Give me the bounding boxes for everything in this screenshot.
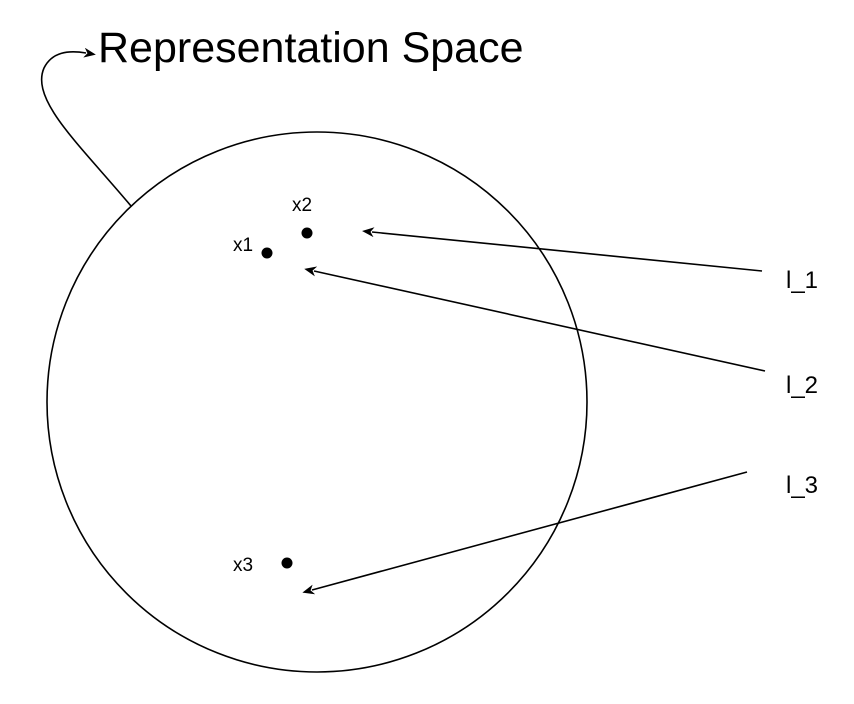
point-label-x1: x1 bbox=[233, 235, 253, 256]
point-label-x3: x3 bbox=[233, 555, 253, 576]
point-x1 bbox=[262, 248, 273, 259]
side-label-l1: l_1 bbox=[786, 267, 818, 294]
point-label-x2: x2 bbox=[292, 195, 312, 216]
point-x3 bbox=[282, 558, 293, 569]
arrow-l2 bbox=[314, 271, 765, 371]
point-x2 bbox=[302, 228, 313, 239]
side-label-l2: l_2 bbox=[786, 372, 818, 399]
diagram-title: Representation Space bbox=[98, 24, 524, 72]
side-label-l3: l_3 bbox=[786, 472, 818, 499]
title-pointer-arrow bbox=[42, 52, 131, 206]
representation-space-circle bbox=[47, 132, 587, 672]
arrow-l3 bbox=[312, 472, 747, 590]
arrow-l1 bbox=[372, 232, 762, 271]
